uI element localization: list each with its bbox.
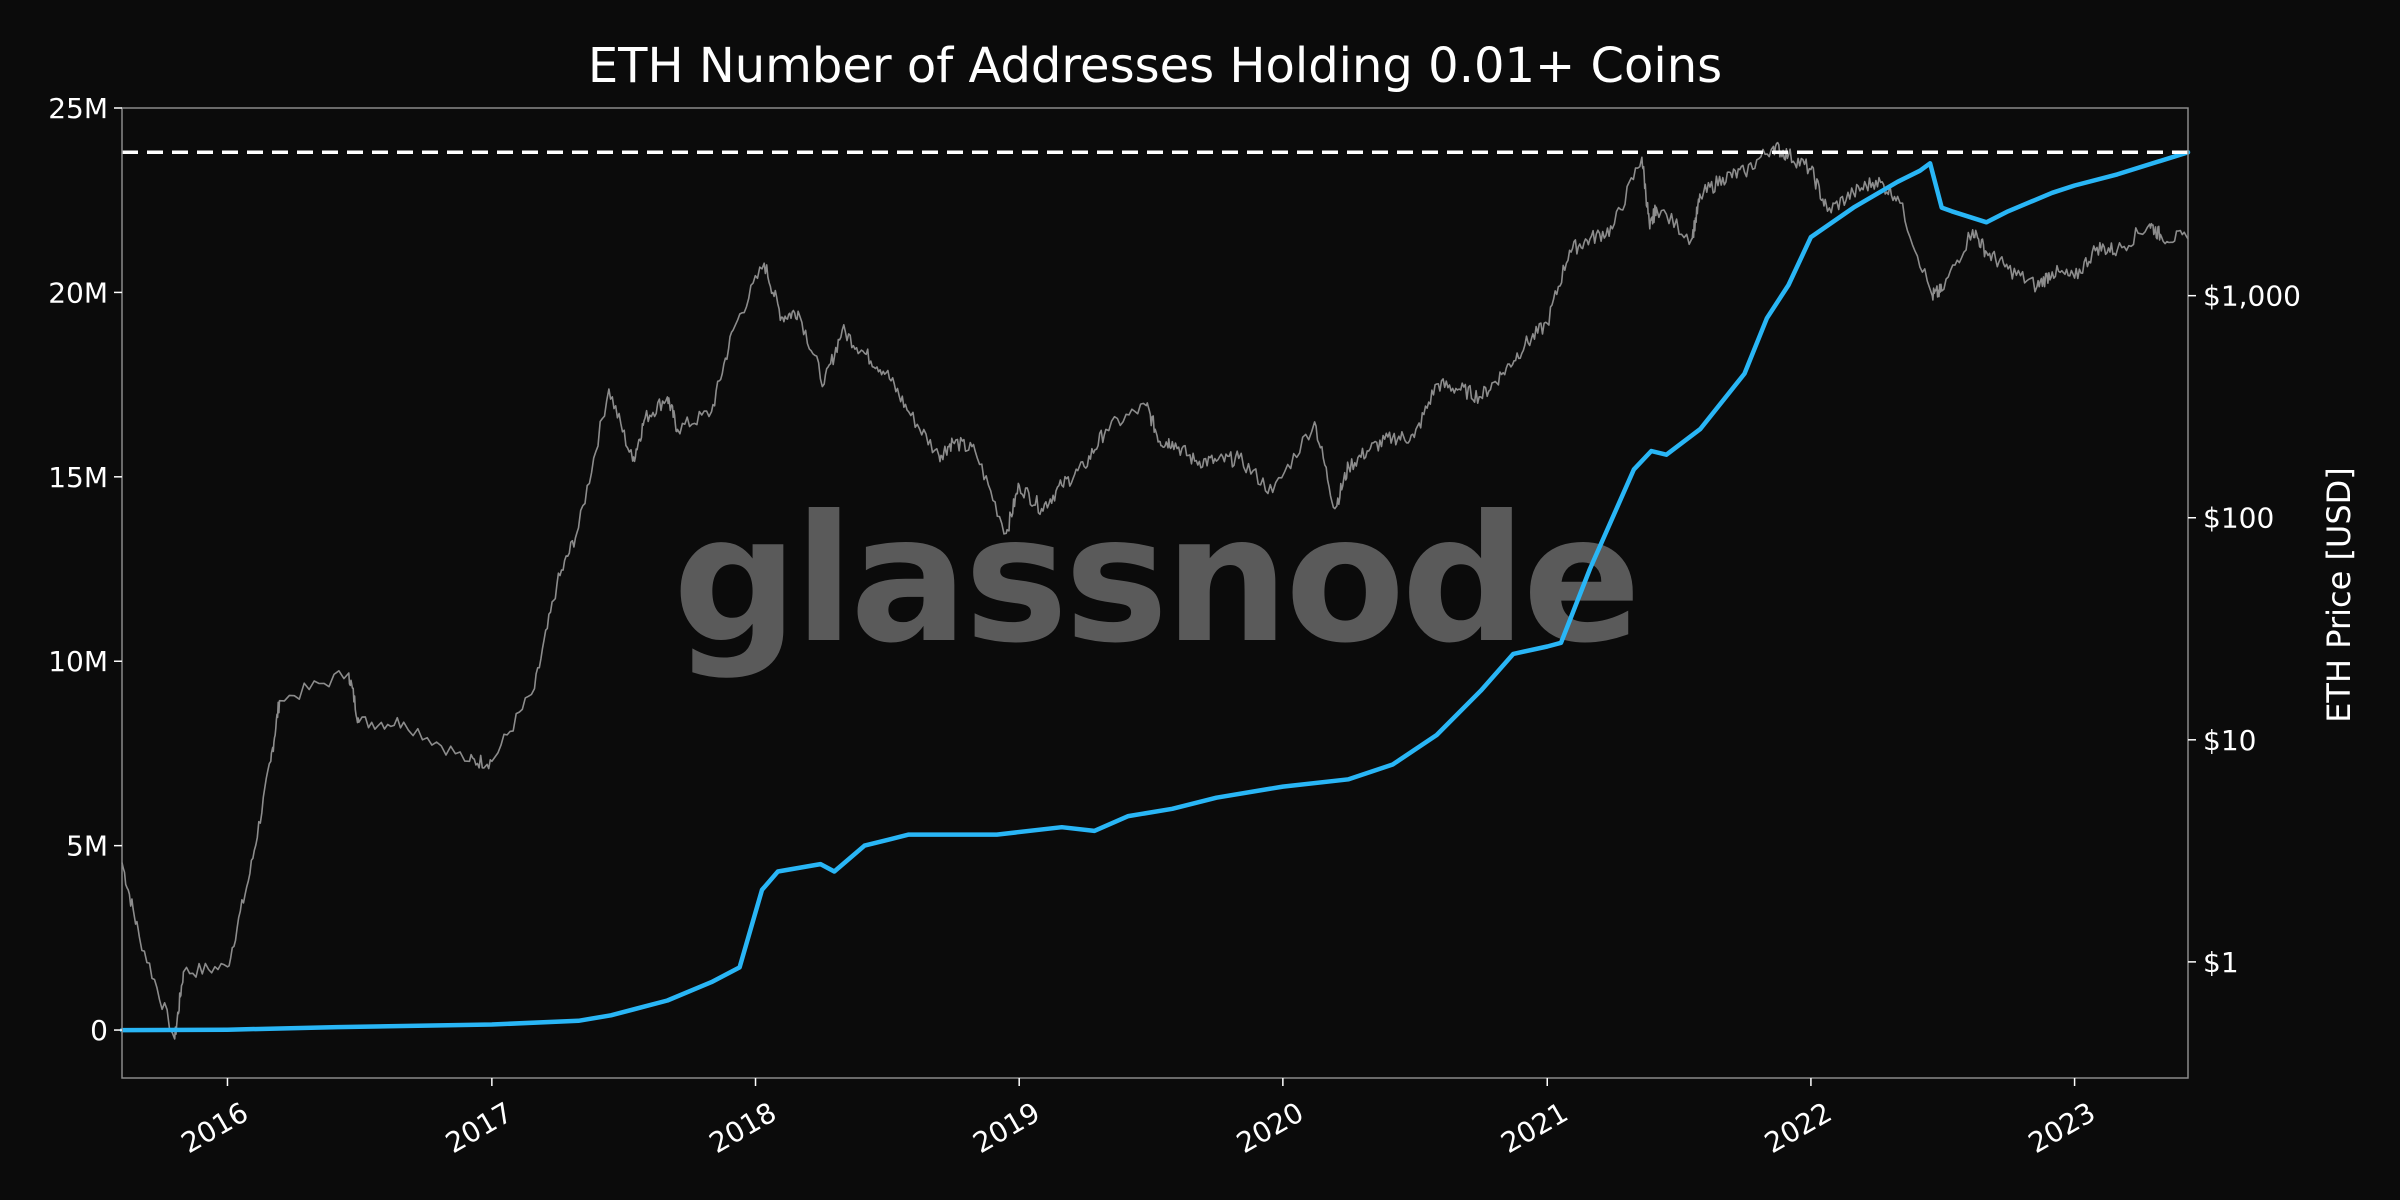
left-y-tick-label: 15M: [48, 461, 108, 494]
eth-price-line: [121, 141, 2189, 1040]
left-y-tick-label: 0: [90, 1014, 108, 1047]
chart-title: ETH Number of Addresses Holding 0.01+ Co…: [588, 38, 1722, 94]
right-y-tick-label: $100: [2203, 502, 2274, 535]
plot-frame: [121, 107, 2189, 1079]
watermark-logo: glassnode: [673, 479, 1637, 682]
right-y-tick-label: $1,000: [2203, 280, 2301, 313]
left-y-tick-label: 25M: [48, 92, 108, 125]
left-y-tick-label: 20M: [48, 276, 108, 309]
right-y-tick-label: $1: [2203, 946, 2239, 979]
right-y-tick-label: $10: [2203, 724, 2256, 757]
left-y-tick-label: 10M: [48, 645, 108, 678]
left-y-tick-label: 5M: [66, 830, 108, 863]
addresses-line: [119, 150, 2191, 1033]
right-axis-label: ETH Price [USD]: [2320, 467, 2358, 723]
